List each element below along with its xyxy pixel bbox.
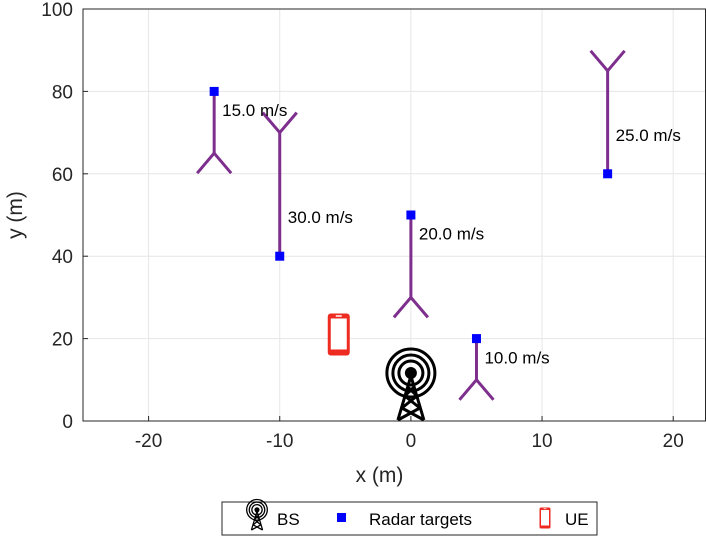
y-axis: 0 20 40 60 80 100 [41,0,88,433]
device-icons [327,313,437,422]
radar-target-markers [209,86,613,344]
x-tick-label: -10 [266,431,293,452]
velocity-arrow-head [589,49,626,74]
legend-marker [337,513,346,522]
speed-label: 30.0 m/s [288,208,353,227]
x-axis-label: x (m) [356,464,404,487]
phone-screen [330,318,347,350]
tower-wave [246,498,268,521]
radar-target-marker [275,251,285,261]
legend: BS Radar targets UE [221,498,598,536]
speed-label: 10.0 m/s [484,348,549,367]
tower-icon [246,498,268,531]
tower-lattice [396,375,426,422]
tower-antenna [404,367,417,379]
tower-wave [397,359,425,387]
x-axis: -20 -10 0 10 20 [135,416,684,452]
phone-icon [327,313,350,356]
radar-target-marker [603,169,613,179]
y-tick-label: 0 [62,412,73,433]
velocity-arrows [196,49,626,401]
tower-icon [385,347,437,422]
x-tick-label: 10 [531,431,552,452]
velocity-arrow-head [196,150,233,175]
legend-label: UE [565,510,589,529]
legend-box [221,501,598,536]
radar-target-marker [471,334,481,344]
y-tick-label: 80 [52,82,73,103]
velocity-arrow-head [458,377,495,401]
phone-icon [539,507,551,529]
speed-label: 20.0 m/s [419,225,484,244]
radar-target-marker [406,210,416,220]
legend-label: Radar targets [369,510,472,529]
x-tick-label: -20 [135,431,162,452]
phone-screen [541,510,549,526]
y-tick-label: 40 [52,247,73,268]
legend-label: BS [277,510,300,529]
velocity-arrow-head [261,111,298,135]
x-tick-label: 20 [663,431,684,452]
velocity-arrow-head [392,295,430,319]
y-tick-label: 20 [52,330,73,351]
speed-labels: 15.0 m/s 30.0 m/s 20.0 m/s 10.0 m/s 25.0 m/s [222,101,681,367]
speed-label: 25.0 m/s [616,126,681,145]
x-tick-label: 0 [406,431,417,452]
y-axis-label: y (m) [4,191,27,239]
tower-wave [251,503,263,516]
y-tick-label: 60 [52,165,73,186]
tower-antenna [254,507,260,513]
tower-lattice [250,510,264,531]
grid [83,8,706,422]
speed-label: 15.0 m/s [222,101,287,120]
plot-area [82,8,706,422]
y-tick-label: 100 [41,0,73,21]
tower-wave [385,347,437,399]
radar-target-marker [209,86,219,96]
